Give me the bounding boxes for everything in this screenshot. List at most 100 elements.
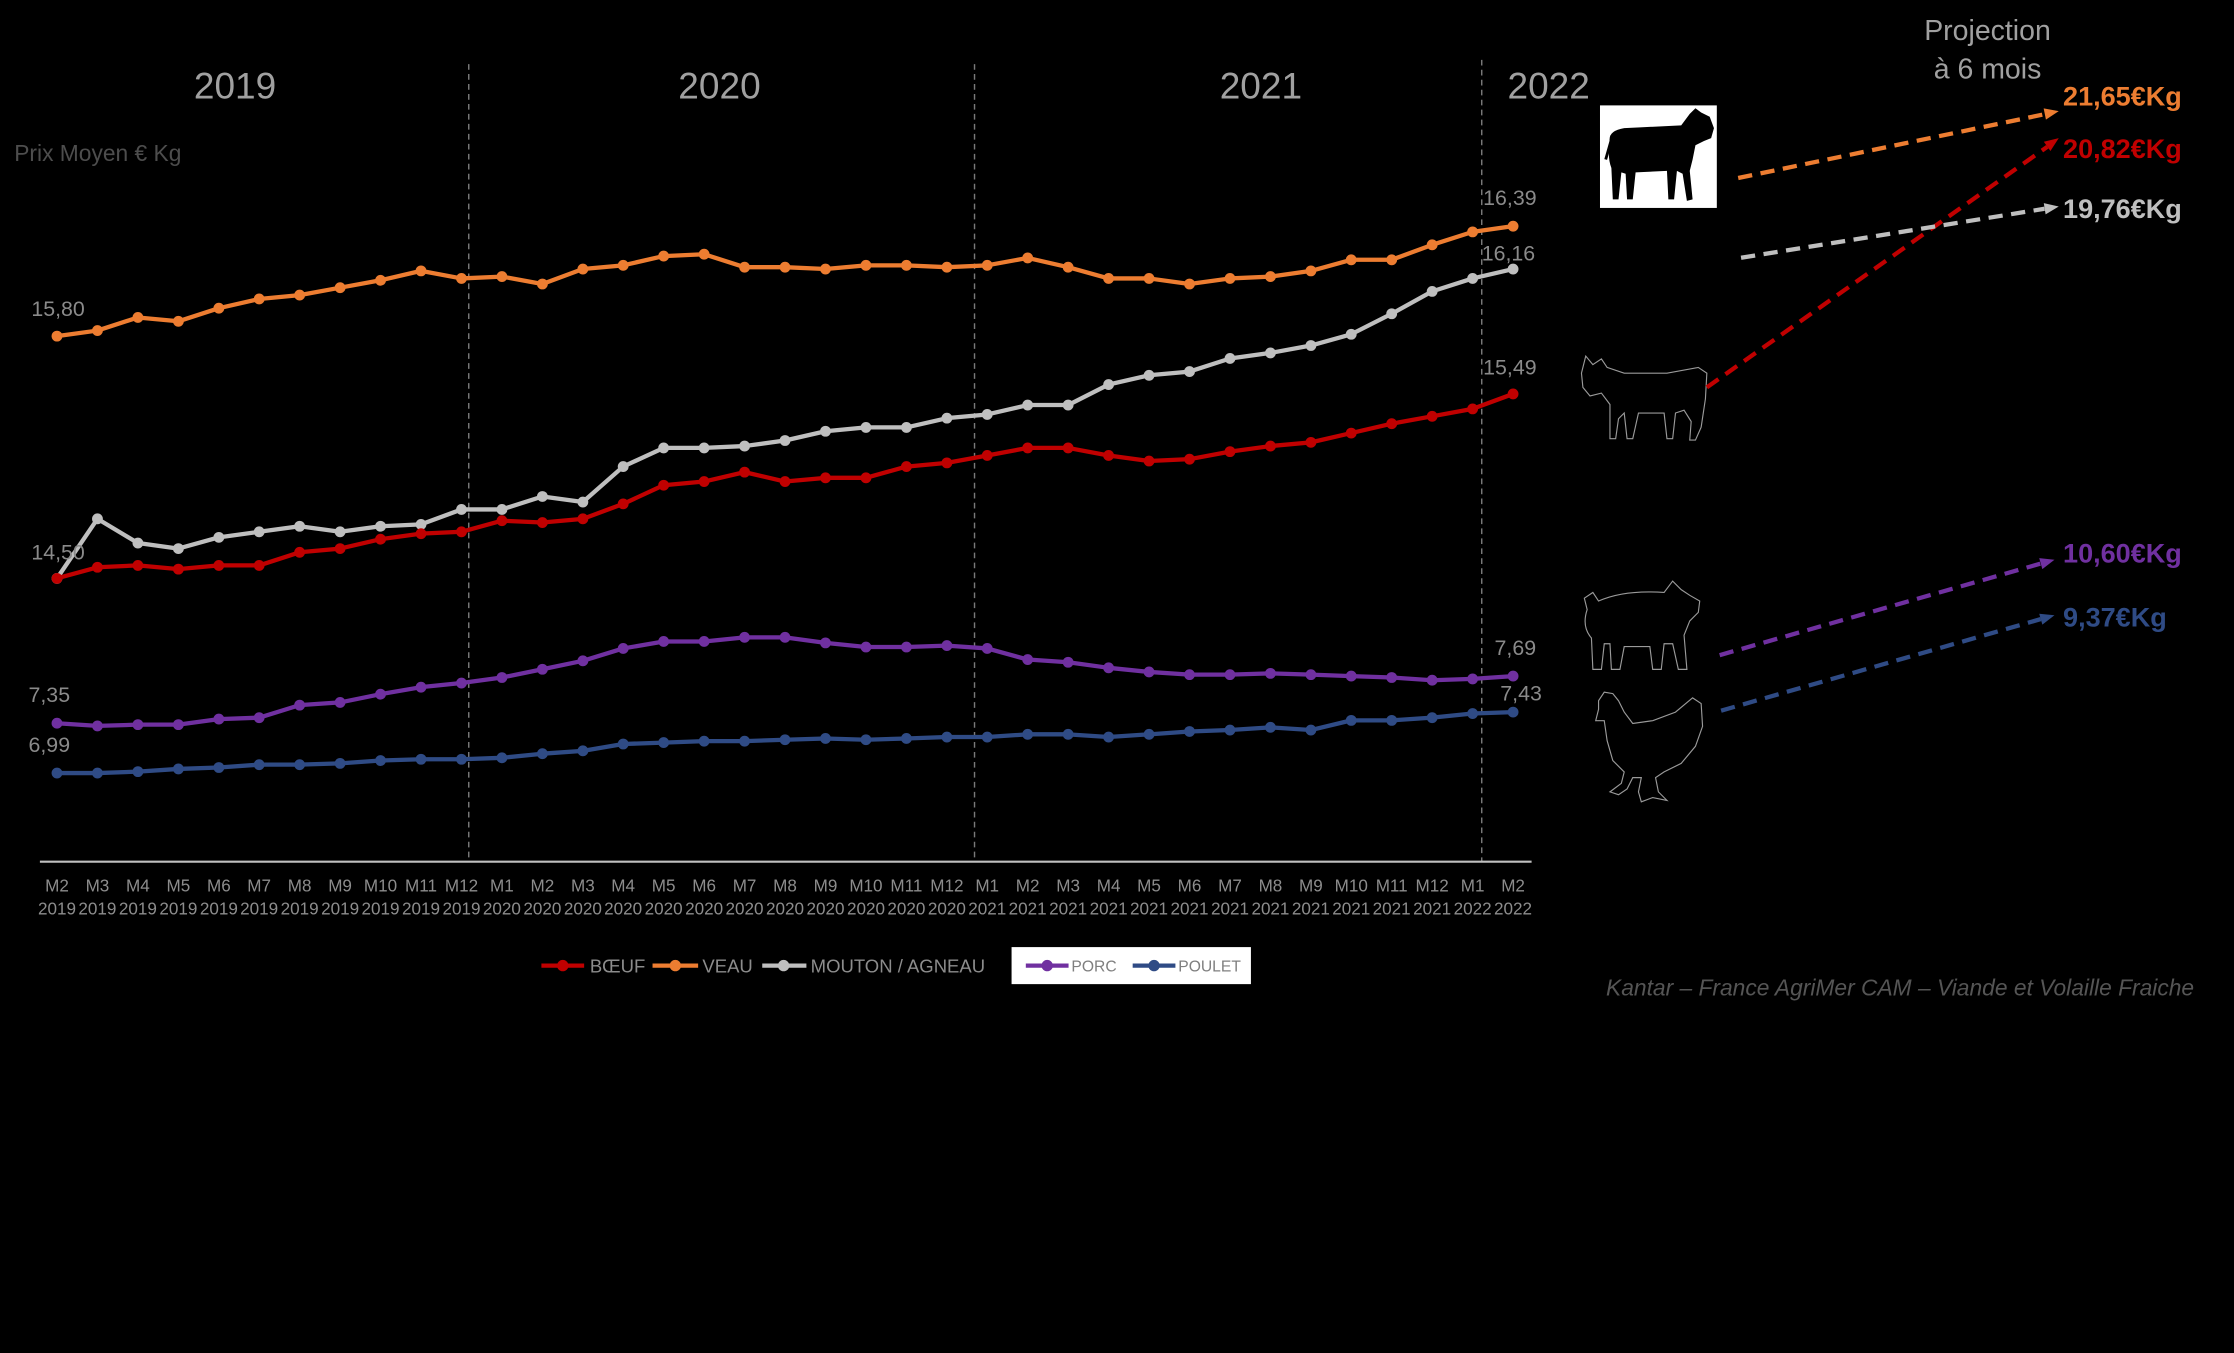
- data-point-mouton-36: [1507, 263, 1519, 275]
- data-point-veau-2: [132, 312, 144, 323]
- legend-label: PORC: [1071, 958, 1116, 975]
- series-line-porc: [56, 635, 1514, 729]
- data-point-boeuf-22: [941, 457, 953, 469]
- x-tick-year-label: 2021: [1413, 899, 1451, 918]
- data-point-mouton-26: [1103, 379, 1115, 390]
- x-tick-year-label: 2020: [685, 899, 723, 918]
- data-point-mouton-1: [92, 513, 103, 525]
- x-tick-year-label: 2020: [847, 899, 885, 918]
- x-tick-month-label: M12: [1416, 877, 1449, 896]
- data-point-porc-21: [901, 641, 912, 653]
- x-axis-ticks: M2 2019 M3 2019 M4 2019 M5 2019 M6 2019 M7 2019 M8 20…: [38, 877, 1532, 919]
- data-point-porc-24: [1022, 654, 1034, 665]
- data-point-veau-21: [901, 259, 912, 271]
- x-tick-year-label: 2019: [240, 899, 278, 918]
- data-point-boeuf-28: [1184, 453, 1195, 465]
- legend-swatch-dot: [1041, 959, 1053, 972]
- data-point-veau-20: [860, 259, 872, 271]
- projection-arrow-veau: [1737, 108, 2059, 181]
- data-point-veau-18: [779, 261, 791, 273]
- x-tick-year-label: 2021: [1332, 899, 1370, 918]
- data-point-porc-29: [1224, 669, 1236, 681]
- poulet-end-label: 7,43: [1500, 682, 1542, 706]
- data-point-mouton-3: [172, 543, 184, 555]
- data-point-veau-26: [1103, 273, 1115, 284]
- projection-arrow-boeuf: [1705, 138, 2059, 390]
- legend-label: BŒUF: [590, 956, 646, 977]
- data-point-mouton-27: [1143, 369, 1155, 381]
- x-tick-month-label: M4: [611, 877, 635, 896]
- data-point-poulet-36: [1507, 706, 1519, 718]
- data-point-mouton-28: [1184, 366, 1195, 377]
- x-tick-year-label: 2021: [1130, 899, 1168, 918]
- data-point-mouton-21: [901, 421, 912, 433]
- legend-swatch-dot: [1148, 959, 1160, 972]
- data-point-poulet-24: [1022, 728, 1034, 740]
- data-point-poulet-30: [1265, 721, 1276, 733]
- legend-item-porc: PORC: [1025, 958, 1117, 975]
- data-point-poulet-6: [294, 759, 306, 771]
- x-tick-month-label: M6: [1178, 877, 1202, 896]
- data-point-poulet-15: [658, 737, 670, 748]
- legend-swatch-dot: [557, 959, 569, 972]
- x-tick-month-label: M12: [930, 877, 963, 896]
- data-point-porc-36: [1507, 670, 1519, 682]
- data-point-veau-28: [1184, 278, 1195, 290]
- x-tick-year-label: 2019: [78, 899, 116, 918]
- x-tick-year-label: 2019: [362, 899, 400, 918]
- data-point-porc-15: [658, 636, 670, 647]
- data-point-boeuf-5: [253, 559, 265, 571]
- data-point-veau-6: [294, 289, 306, 301]
- data-point-veau-11: [496, 271, 508, 282]
- data-point-mouton-9: [415, 518, 427, 530]
- x-tick-year-label: 2019: [402, 899, 440, 918]
- legend-swatch-dot: [777, 959, 790, 972]
- veau-end-label: 16,39: [1483, 186, 1536, 210]
- x-tick-year-label: 2021: [1090, 899, 1128, 918]
- x-tick-month-label: M8: [288, 877, 312, 896]
- data-point-mouton-23: [981, 409, 993, 420]
- projection-arrow-porc: [1719, 558, 2055, 658]
- x-tick-year-label: 2020: [564, 899, 602, 918]
- data-point-mouton-16: [698, 442, 710, 454]
- x-tick-month-label: M3: [1056, 877, 1080, 896]
- data-point-poulet-20: [860, 734, 872, 746]
- data-point-boeuf-17: [739, 466, 750, 478]
- data-point-poulet-21: [901, 733, 912, 744]
- data-point-porc-8: [375, 688, 386, 700]
- data-point-porc-20: [860, 641, 872, 653]
- projection-subtitle: à 6 mois: [1934, 53, 2042, 85]
- data-point-mouton-20: [860, 421, 872, 433]
- data-point-poulet-17: [739, 735, 750, 747]
- data-point-boeuf-14: [617, 498, 629, 510]
- data-point-poulet-9: [415, 753, 427, 765]
- data-point-veau-32: [1345, 254, 1357, 266]
- x-tick-month-label: M5: [652, 877, 676, 896]
- data-point-porc-11: [496, 672, 508, 683]
- data-point-porc-7: [334, 697, 346, 708]
- x-tick-year-label: 2019: [200, 899, 238, 918]
- x-tick-year-label: 2019: [119, 899, 157, 918]
- data-point-poulet-22: [941, 731, 953, 743]
- data-point-poulet-35: [1467, 708, 1479, 719]
- period-label-2021: 2021: [1220, 64, 1302, 106]
- period-label-2020: 2020: [678, 64, 760, 106]
- data-point-poulet-34: [1426, 712, 1438, 724]
- x-tick-month-label: M1: [975, 877, 999, 896]
- legend-swatch-dot: [669, 959, 682, 972]
- data-point-porc-23: [981, 643, 993, 654]
- data-point-porc-33: [1386, 672, 1398, 683]
- data-point-poulet-29: [1224, 724, 1236, 736]
- data-point-veau-13: [577, 263, 589, 275]
- data-point-poulet-14: [617, 738, 629, 750]
- legend-label: POULET: [1178, 958, 1241, 975]
- data-point-mouton-34: [1426, 285, 1438, 297]
- data-point-boeuf-35: [1467, 403, 1479, 415]
- x-tick-month-label: M11: [1376, 877, 1408, 896]
- data-point-veau-22: [941, 261, 953, 273]
- data-point-porc-17: [739, 631, 750, 643]
- data-point-mouton-32: [1345, 328, 1357, 340]
- data-point-porc-1: [92, 720, 103, 732]
- data-point-boeuf-6: [294, 546, 306, 558]
- data-point-mouton-24: [1022, 399, 1034, 411]
